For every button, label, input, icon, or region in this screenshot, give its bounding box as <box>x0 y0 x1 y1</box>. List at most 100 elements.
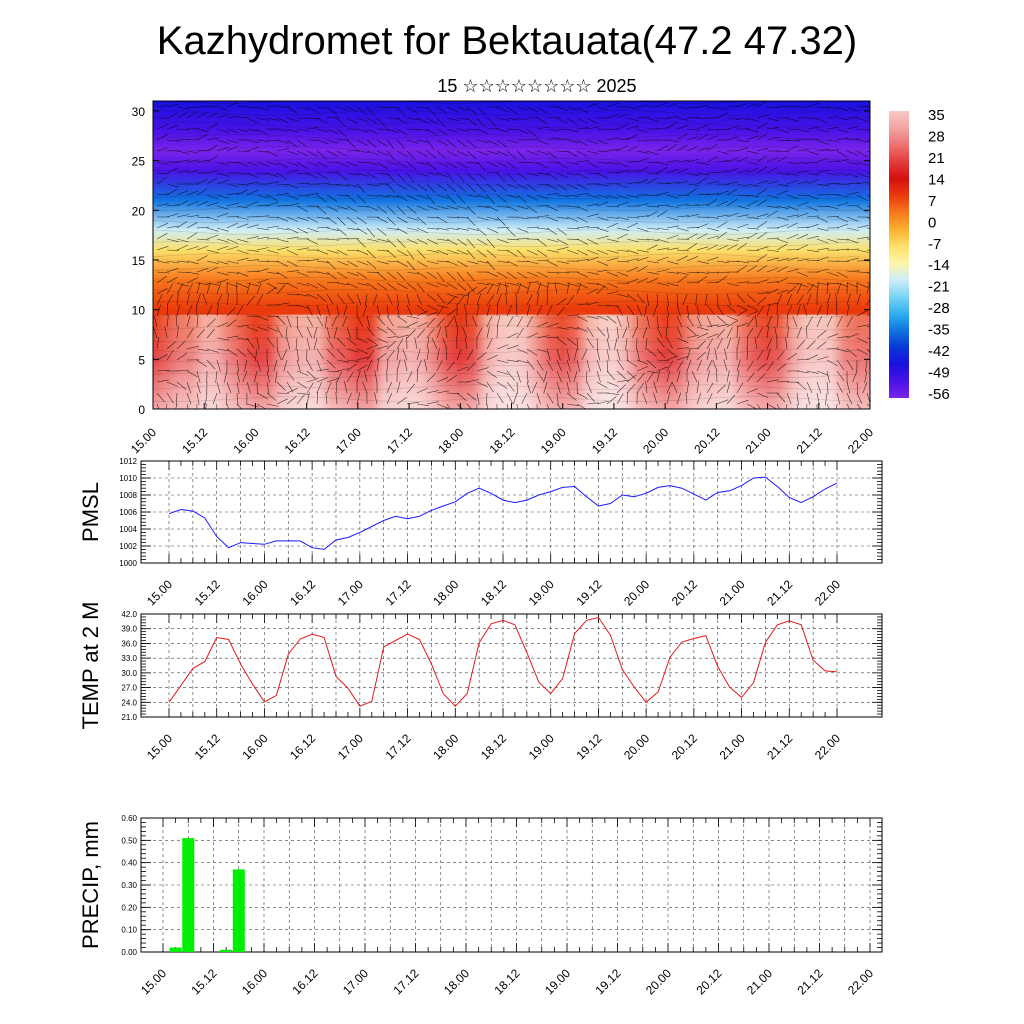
x-tick-label: 21.12 <box>764 731 795 762</box>
y-tick-label: 20 <box>132 204 146 218</box>
x-tick-label: 20.12 <box>691 425 722 456</box>
y-axis-label: PMSL <box>78 482 103 542</box>
y-tick-label: 0.10 <box>121 926 137 935</box>
x-tick-label: 17.12 <box>383 577 414 608</box>
x-tick-label: 16.00 <box>239 577 270 608</box>
y-tick-label: 1012 <box>119 457 137 466</box>
x-tick-label: 22.00 <box>845 425 876 456</box>
x-tick-label: 20.00 <box>643 966 674 997</box>
x-tick-label: 20.00 <box>621 577 652 608</box>
colorbar-label: 28 <box>928 128 945 145</box>
x-tick-label: 20.12 <box>693 966 724 997</box>
x-tick-label: 18.00 <box>441 966 472 997</box>
y-tick-label: 0.60 <box>121 814 137 823</box>
x-tick-label: 21.00 <box>743 425 774 456</box>
x-tick-label: 22.00 <box>812 731 843 762</box>
y-tick-label: 30.0 <box>121 669 137 678</box>
y-tick-label: 24.0 <box>121 698 137 707</box>
x-tick-label: 19.12 <box>592 966 623 997</box>
x-tick-label: 17.12 <box>384 425 415 456</box>
y-tick-label: 0.00 <box>121 948 137 957</box>
colorbar-label: 0 <box>928 214 936 231</box>
x-tick-label: 16.00 <box>239 966 270 997</box>
y-tick-label: 1002 <box>119 542 137 551</box>
x-tick-label: 16.12 <box>289 966 320 997</box>
x-tick-label: 15.12 <box>192 731 223 762</box>
y-tick-label: 1000 <box>119 559 137 568</box>
colorbar-label: -49 <box>928 365 950 382</box>
y-tick-label: 36.0 <box>121 639 137 648</box>
page-title: Kazhydromet for Bektauata(47.2 47.32) <box>157 19 857 63</box>
x-tick-label: 19.00 <box>538 425 569 456</box>
precip-bar <box>220 949 233 952</box>
temperature-panel: 42.0 39.0 36.0 33.0 30.0 27.0 24.0 21.0 15.00 15.… <box>78 602 883 762</box>
x-tick-label: 18.12 <box>478 577 509 608</box>
x-tick-label: 16.12 <box>282 425 313 456</box>
colorbar-label: -28 <box>928 300 950 317</box>
grid-lines <box>141 461 882 563</box>
precip-bar <box>232 869 245 952</box>
x-tick-label: 18.12 <box>486 425 517 456</box>
x-tick-label: 18.12 <box>478 731 509 762</box>
y-tick-label: 0.20 <box>121 903 137 912</box>
y-tick-label: 10 <box>132 304 146 318</box>
y-axis-label: PRECIP, mm <box>78 821 103 949</box>
x-tick-label: 18.00 <box>435 425 466 456</box>
colorbar-fill <box>889 111 909 398</box>
x-tick-label: 15.00 <box>128 425 159 456</box>
y-tick-label: 1006 <box>119 508 137 517</box>
colorbar-label: 35 <box>928 107 945 124</box>
x-tick-label: 17.12 <box>383 731 414 762</box>
x-tick-label: 19.12 <box>573 577 604 608</box>
y-tick-label: 21.0 <box>121 713 137 722</box>
y-tick-label: 1008 <box>119 491 137 500</box>
colorbar-label: -42 <box>928 343 950 360</box>
colorbar-label: -21 <box>928 279 950 296</box>
x-tick-label: 15.12 <box>188 966 219 997</box>
x-tick-label: 17.12 <box>390 966 421 997</box>
colorbar-label: -35 <box>928 322 950 339</box>
colorbar-label: -7 <box>928 236 941 253</box>
y-tick-label: 0.40 <box>121 859 137 868</box>
cross-section-panel: 0 5 10 15 20 25 30 15.00 15.12 16.00 16.12 17.00 17.… <box>128 100 876 456</box>
colorbar: 35 28 21 14 7 0 -7 -14 -21 -28 -35 -42 -49 -56 <box>889 107 950 403</box>
tick-marks <box>141 460 882 564</box>
diurnal-warm-layer <box>153 314 870 409</box>
x-tick-label: 22.00 <box>812 577 843 608</box>
x-tick-label: 21.00 <box>717 731 748 762</box>
x-tick-label: 20.12 <box>669 731 700 762</box>
y-tick-label: 27.0 <box>121 684 137 693</box>
y-tick-label: 1010 <box>119 474 137 483</box>
y-tick-label: 0 <box>138 403 145 417</box>
y-tick-label: 33.0 <box>121 654 137 663</box>
x-tick-label: 19.12 <box>589 425 620 456</box>
colorbar-label: 14 <box>928 171 945 188</box>
x-tick-label: 21.00 <box>744 966 775 997</box>
x-tick-label: 15.12 <box>179 425 210 456</box>
tick-marks <box>141 817 882 953</box>
x-tick-label: 16.12 <box>287 731 318 762</box>
precip-bar <box>182 838 195 952</box>
y-tick-label: 0.50 <box>121 836 137 845</box>
y-tick-label: 42.0 <box>121 610 137 619</box>
y-tick-label: 5 <box>138 353 145 367</box>
y-tick-label: 39.0 <box>121 625 137 634</box>
pmsl-panel: 1012 1010 1008 1006 1004 1002 1000 15.00 15.12 16… <box>78 457 883 608</box>
x-tick-label: 15.00 <box>138 966 169 997</box>
colorbar-label: 21 <box>928 150 945 167</box>
x-tick-label: 19.12 <box>573 731 604 762</box>
x-tick-label: 17.00 <box>335 731 366 762</box>
x-tick-label: 16.12 <box>287 577 318 608</box>
y-tick-label: 30 <box>132 105 146 119</box>
panel-frame <box>140 460 883 564</box>
x-tick-label: 20.00 <box>640 425 671 456</box>
x-tick-label: 18.00 <box>430 731 461 762</box>
panel-frame <box>140 613 883 718</box>
x-tick-label: 16.00 <box>230 425 261 456</box>
x-tick-label: 21.00 <box>717 577 748 608</box>
y-axis-label: TEMP at 2 M <box>78 602 103 730</box>
x-tick-label: 20.00 <box>621 731 652 762</box>
x-tick-label: 18.00 <box>430 577 461 608</box>
